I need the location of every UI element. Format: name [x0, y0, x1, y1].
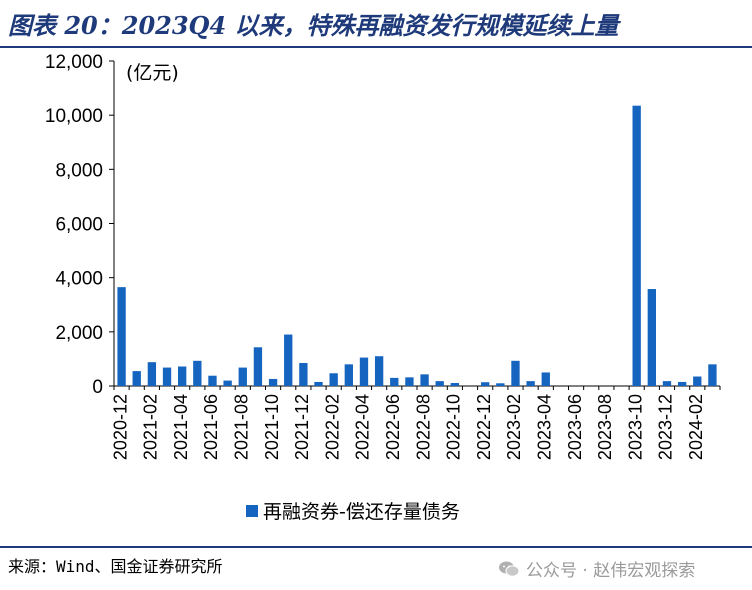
bar — [662, 381, 672, 386]
x-tick-label: 2021-08 — [232, 394, 252, 460]
bar — [693, 376, 702, 386]
bar — [435, 381, 444, 386]
x-tick-label: 2023-10 — [625, 394, 645, 460]
x-tick-label: 2022-02 — [322, 394, 342, 460]
x-tick-label: 2022-08 — [413, 394, 433, 460]
bar — [208, 375, 217, 386]
bar — [632, 105, 641, 386]
y-tick-label: 10,000 — [45, 106, 103, 127]
y-tick-label: 0 — [92, 377, 103, 398]
x-tick-label: 2024-02 — [686, 394, 706, 460]
x-tick-label: 2022-06 — [383, 394, 403, 460]
x-tick-label: 2022-04 — [353, 394, 373, 460]
x-tick-label: 2022-10 — [444, 394, 464, 460]
bar — [299, 362, 308, 386]
bar — [162, 367, 172, 386]
bar — [178, 366, 187, 386]
watermark: 公众号 · 赵伟宏观探索 — [498, 556, 695, 581]
x-tick-label: 2023-06 — [565, 394, 585, 460]
x-tick-label: 2023-12 — [656, 394, 676, 460]
x-tick-label: 2023-02 — [504, 394, 524, 460]
title-bar: 图表 20：2023Q4 以来，特殊再融资发行规模延续上量 — [0, 0, 752, 48]
chart-title: 图表 20：2023Q4 以来，特殊再融资发行规模延续上量 — [8, 11, 619, 40]
legend-label: 再融资券-偿还存量债务 — [263, 501, 460, 523]
bar — [374, 356, 384, 386]
y-tick-label: 8,000 — [55, 160, 103, 181]
bar — [708, 364, 717, 386]
bar — [647, 289, 656, 386]
bar — [284, 334, 293, 386]
bar — [405, 377, 414, 386]
bar — [450, 383, 460, 386]
bar-chart: 0 2,000 4,000 6,000 8,000 10,000 12,000 (亿元) 202… — [45, 52, 721, 523]
watermark-text: 公众号 · 赵伟宏观探索 — [526, 561, 696, 581]
x-tick-label: 2023-04 — [535, 394, 555, 460]
bar — [238, 367, 247, 386]
bar — [147, 362, 157, 386]
source-note: 来源：Wind、国金证券研究所 — [8, 557, 223, 576]
bar — [132, 371, 141, 386]
x-tick-label: 2020-12 — [110, 394, 130, 460]
x-tick-label: 2023-08 — [595, 394, 615, 460]
y-unit-label: (亿元) — [126, 62, 179, 84]
bar — [329, 373, 338, 386]
bar — [253, 347, 263, 386]
y-tick-label: 4,000 — [55, 269, 103, 290]
bar — [541, 372, 550, 386]
bar — [344, 364, 353, 386]
x-tick-label: 2021-12 — [292, 394, 312, 460]
x-tick-label: 2021-04 — [171, 394, 191, 460]
bar — [223, 380, 232, 386]
y-tick-label: 6,000 — [55, 215, 103, 236]
x-tick-label: 2022-12 — [474, 394, 494, 460]
bar — [481, 382, 490, 386]
bar — [193, 360, 202, 386]
bar — [526, 381, 535, 386]
x-tick-label: 2021-10 — [262, 394, 282, 460]
legend-swatch — [246, 505, 258, 517]
bar — [496, 383, 505, 386]
bar — [420, 374, 429, 386]
bar — [268, 378, 278, 386]
wechat-icon — [499, 561, 520, 577]
y-tick-label: 2,000 — [55, 323, 103, 344]
bar — [511, 360, 520, 386]
bar — [390, 377, 399, 386]
y-tick-label: 12,000 — [45, 52, 103, 73]
bar — [359, 357, 369, 386]
x-tick-label: 2021-02 — [141, 394, 161, 460]
bar — [314, 381, 323, 386]
footer-divider — [0, 546, 752, 548]
x-tick-label: 2021-06 — [201, 394, 221, 460]
bar — [677, 381, 687, 386]
bar — [117, 287, 126, 386]
